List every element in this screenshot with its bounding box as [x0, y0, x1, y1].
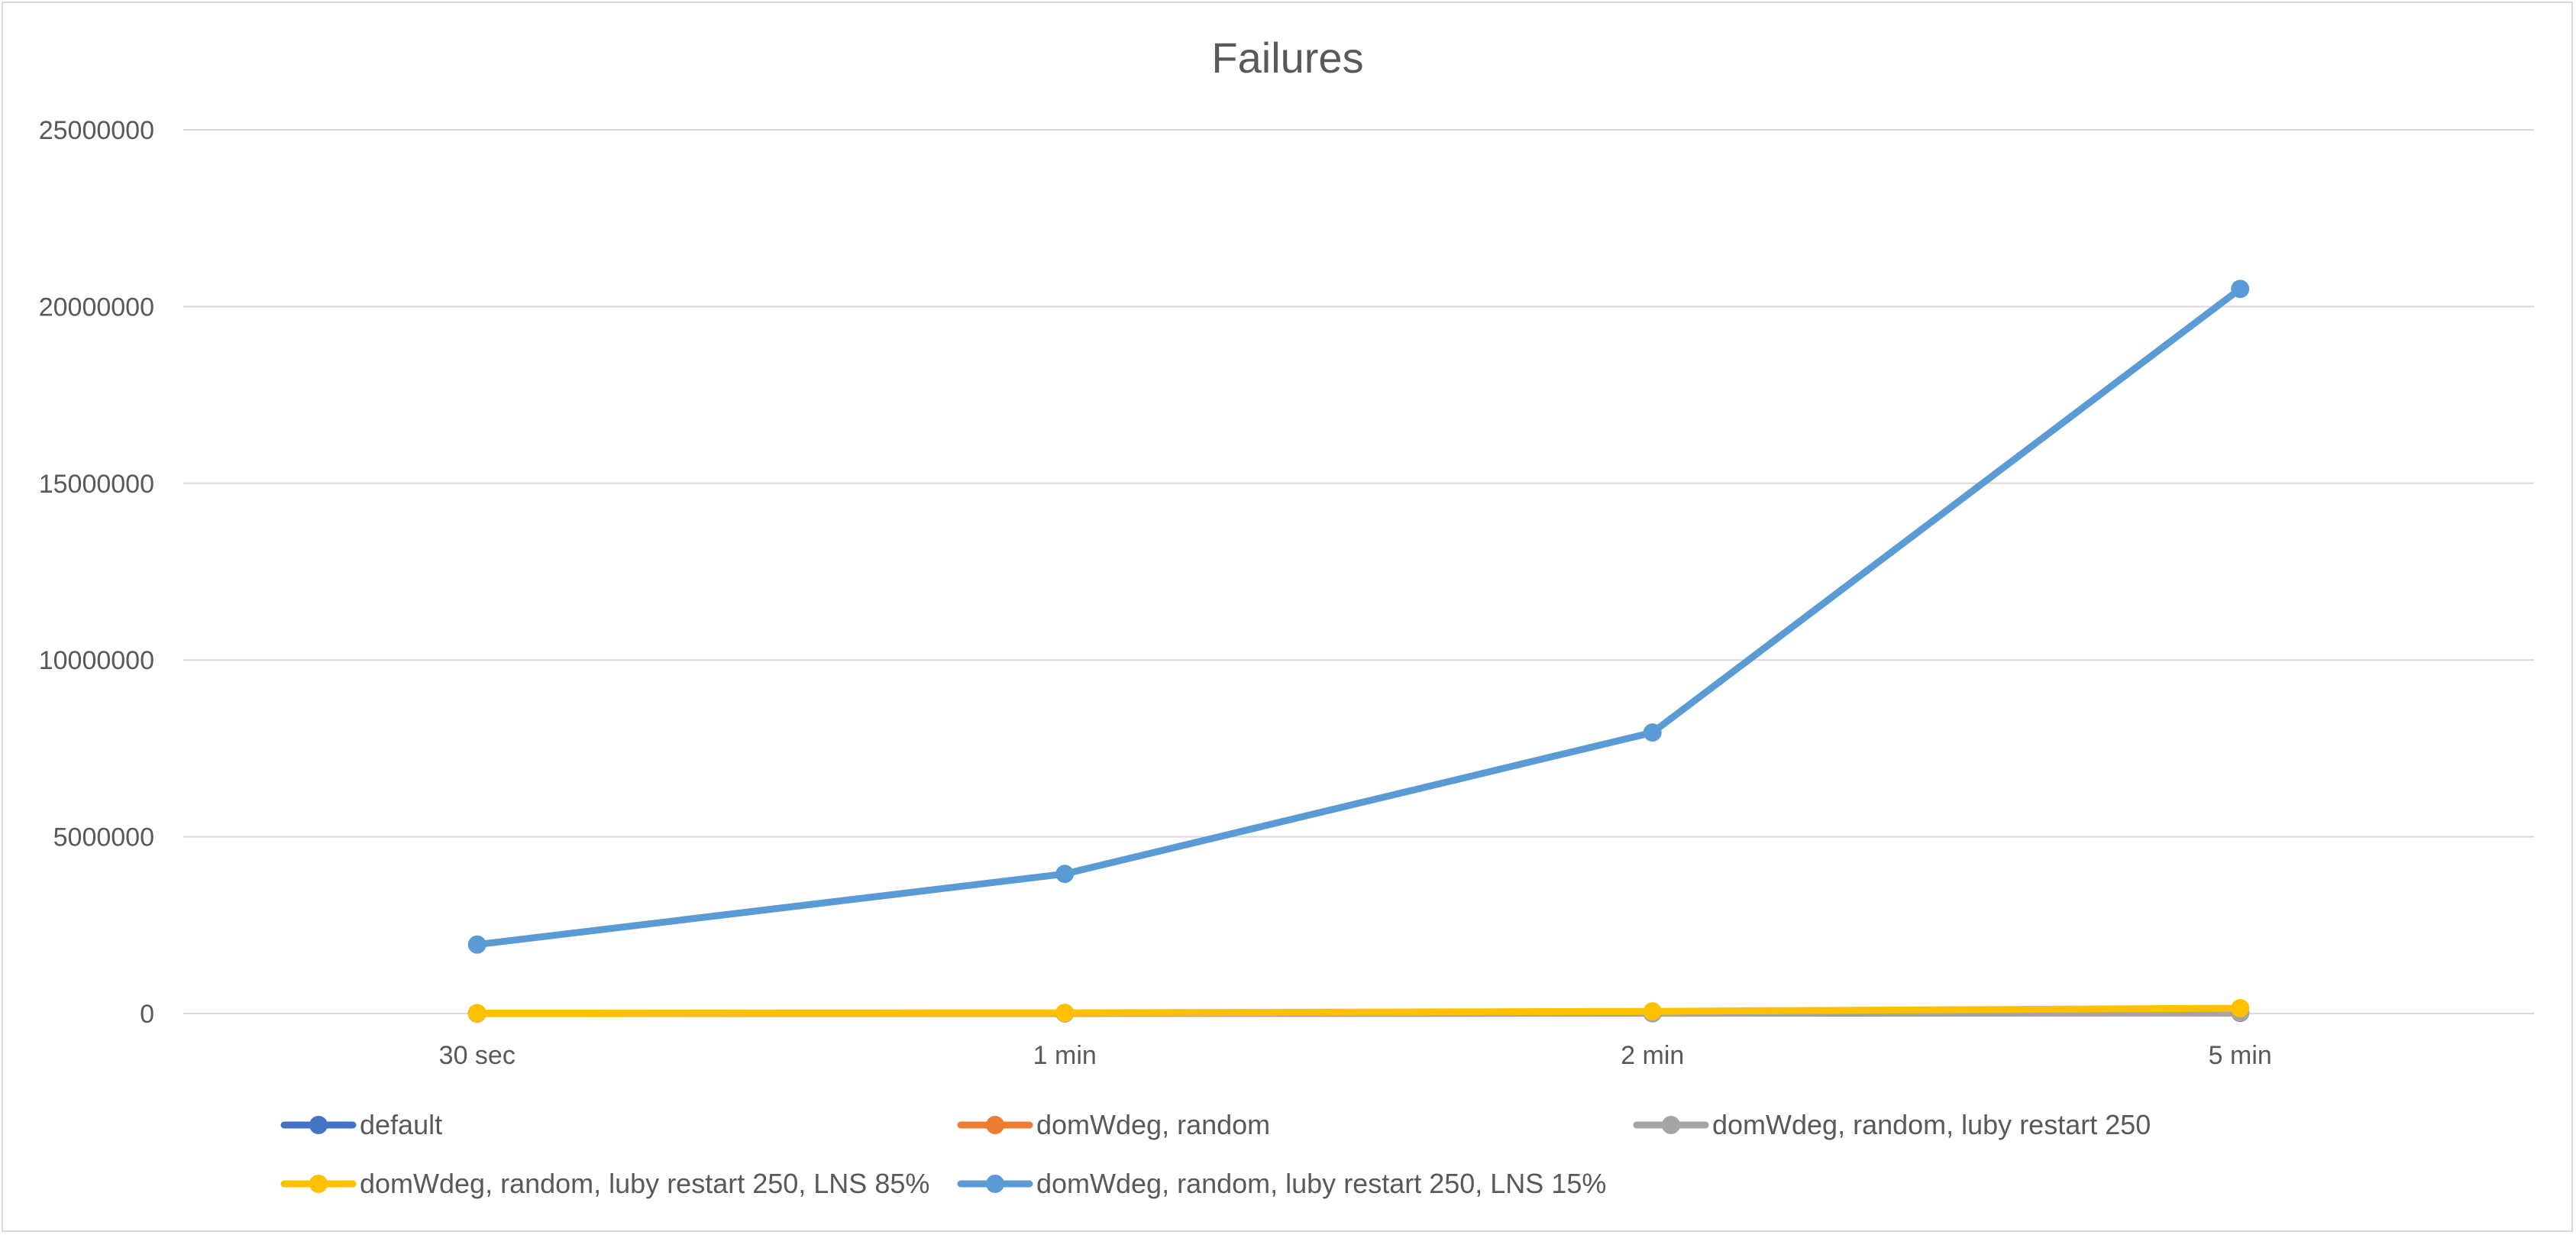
y-tick-label: 0 — [140, 1000, 154, 1029]
legend-swatch-marker — [986, 1116, 1004, 1134]
data-point — [467, 935, 486, 954]
legend-swatch-marker — [309, 1175, 328, 1193]
data-point — [467, 1004, 486, 1023]
legend-item[interactable]: domWdeg, random, luby restart 250, LNS 8… — [280, 1168, 929, 1199]
data-point — [2231, 280, 2250, 299]
x-axis-ticks: 30 sec 1 min 2 min 5 min — [439, 1041, 2272, 1070]
x-tick-label: 30 sec — [439, 1041, 516, 1070]
series-lines — [467, 280, 2250, 1023]
series-4 — [467, 280, 2250, 954]
legend-swatch-marker — [1662, 1116, 1680, 1134]
y-tick-label: 20000000 — [39, 293, 154, 322]
legend-item[interactable]: domWdeg, random, luby restart 250, LNS 1… — [957, 1168, 1606, 1199]
x-tick-label: 1 min — [1033, 1041, 1097, 1070]
data-point — [1643, 723, 1662, 742]
legend-item[interactable]: domWdeg, random, luby restart 250 — [1633, 1109, 2151, 1140]
gridlines — [183, 129, 2534, 1014]
legend[interactable]: default domWdeg, random domWdeg, random, l… — [280, 1109, 2151, 1199]
legend-label: domWdeg, random, luby restart 250, LNS 1… — [1036, 1168, 1606, 1199]
y-tick-label: 15000000 — [39, 470, 154, 499]
legend-label: domWdeg, random, luby restart 250, LNS 8… — [360, 1168, 929, 1199]
x-tick-label: 2 min — [1621, 1041, 1684, 1070]
data-point — [1055, 1004, 1075, 1023]
y-tick-label: 10000000 — [39, 646, 154, 675]
x-tick-label: 5 min — [2209, 1041, 2272, 1070]
series-line — [474, 285, 2244, 949]
series-3 — [467, 999, 2250, 1023]
data-point — [1055, 865, 1075, 884]
legend-swatch-marker — [986, 1175, 1004, 1193]
chart-title: Failures — [1211, 34, 1363, 82]
data-point — [1643, 1002, 1662, 1021]
legend-label: domWdeg, random, luby restart 250 — [1712, 1109, 2151, 1140]
data-point — [2231, 999, 2250, 1018]
legend-label: domWdeg, random — [1036, 1109, 1270, 1140]
series-line — [474, 1004, 2244, 1017]
y-tick-label: 25000000 — [39, 116, 154, 145]
legend-swatch-marker — [309, 1116, 328, 1134]
y-axis-ticks: 0 5000000 10000000 15000000 20000000 25000000 — [39, 116, 154, 1029]
y-tick-label: 5000000 — [53, 823, 154, 852]
legend-item[interactable]: default — [280, 1109, 442, 1140]
legend-label: default — [360, 1109, 442, 1140]
legend-item[interactable]: domWdeg, random — [957, 1109, 1270, 1140]
